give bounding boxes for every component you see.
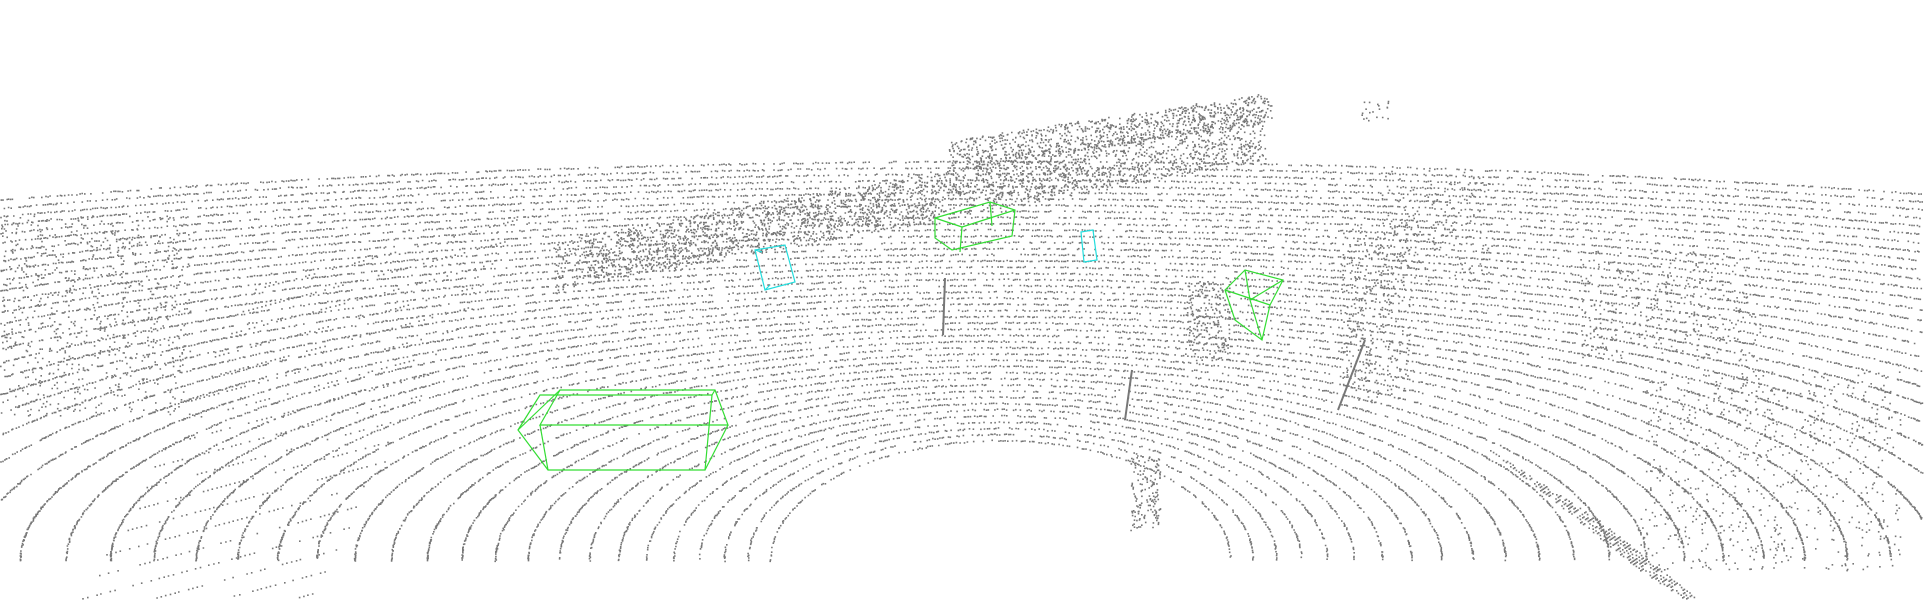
car-box-center	[934, 201, 1016, 253]
car-box-right	[1224, 269, 1284, 342]
lidar-point-cloud	[0, 94, 1924, 600]
pedestrian-box-right	[1080, 229, 1098, 263]
lidar-points	[0, 94, 1924, 600]
pedestrian-box-left	[754, 244, 796, 291]
car-box-left	[517, 389, 729, 471]
poles	[942, 277, 1366, 421]
